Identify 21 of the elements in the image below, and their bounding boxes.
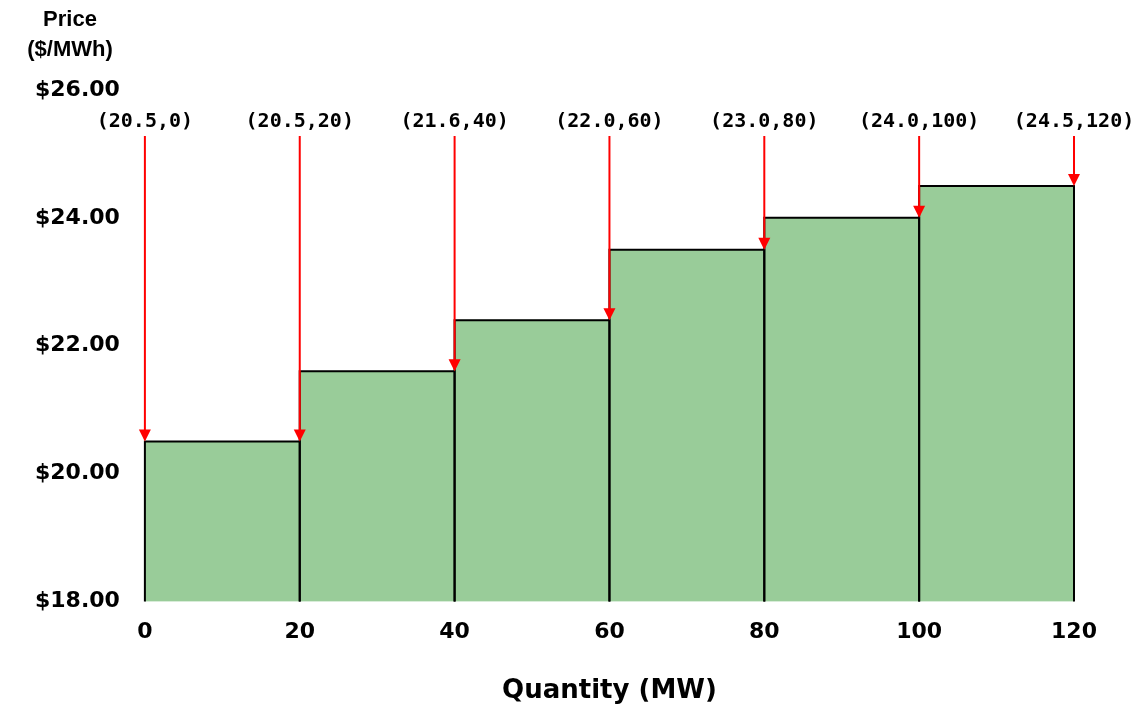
x-tick-label: 20 [284, 618, 316, 644]
y-tick-label: $20.00 [34, 459, 120, 485]
annotation: (24.5,120) [1013, 108, 1135, 133]
annotation: (20.5,0) [96, 108, 194, 133]
x-tick-label: 80 [748, 618, 780, 644]
x-tick-label: 60 [594, 618, 625, 644]
annotation: (23.0,80) [710, 108, 819, 133]
y-tick-label: $22.00 [34, 331, 120, 357]
y-tick-label: $26.00 [34, 75, 120, 101]
annotation: (24.0,100) [858, 108, 980, 133]
annotation: (20.5,20) [245, 108, 354, 133]
y-tick-label: $18.00 [34, 587, 120, 613]
x-axis-title: Quantity (MW) [502, 674, 717, 705]
x-tick-label: 100 [896, 618, 943, 644]
x-tick-label: 0 [137, 618, 153, 644]
y-axis-title: Price ($/MWh) [26, 5, 114, 63]
x-tick-label: 120 [1051, 618, 1097, 644]
x-tick-label: 40 [439, 618, 470, 644]
annotation: (22.0,60) [555, 108, 664, 133]
annotation: (21.6,40) [400, 108, 509, 133]
y-tick-label: $24.00 [34, 203, 120, 229]
